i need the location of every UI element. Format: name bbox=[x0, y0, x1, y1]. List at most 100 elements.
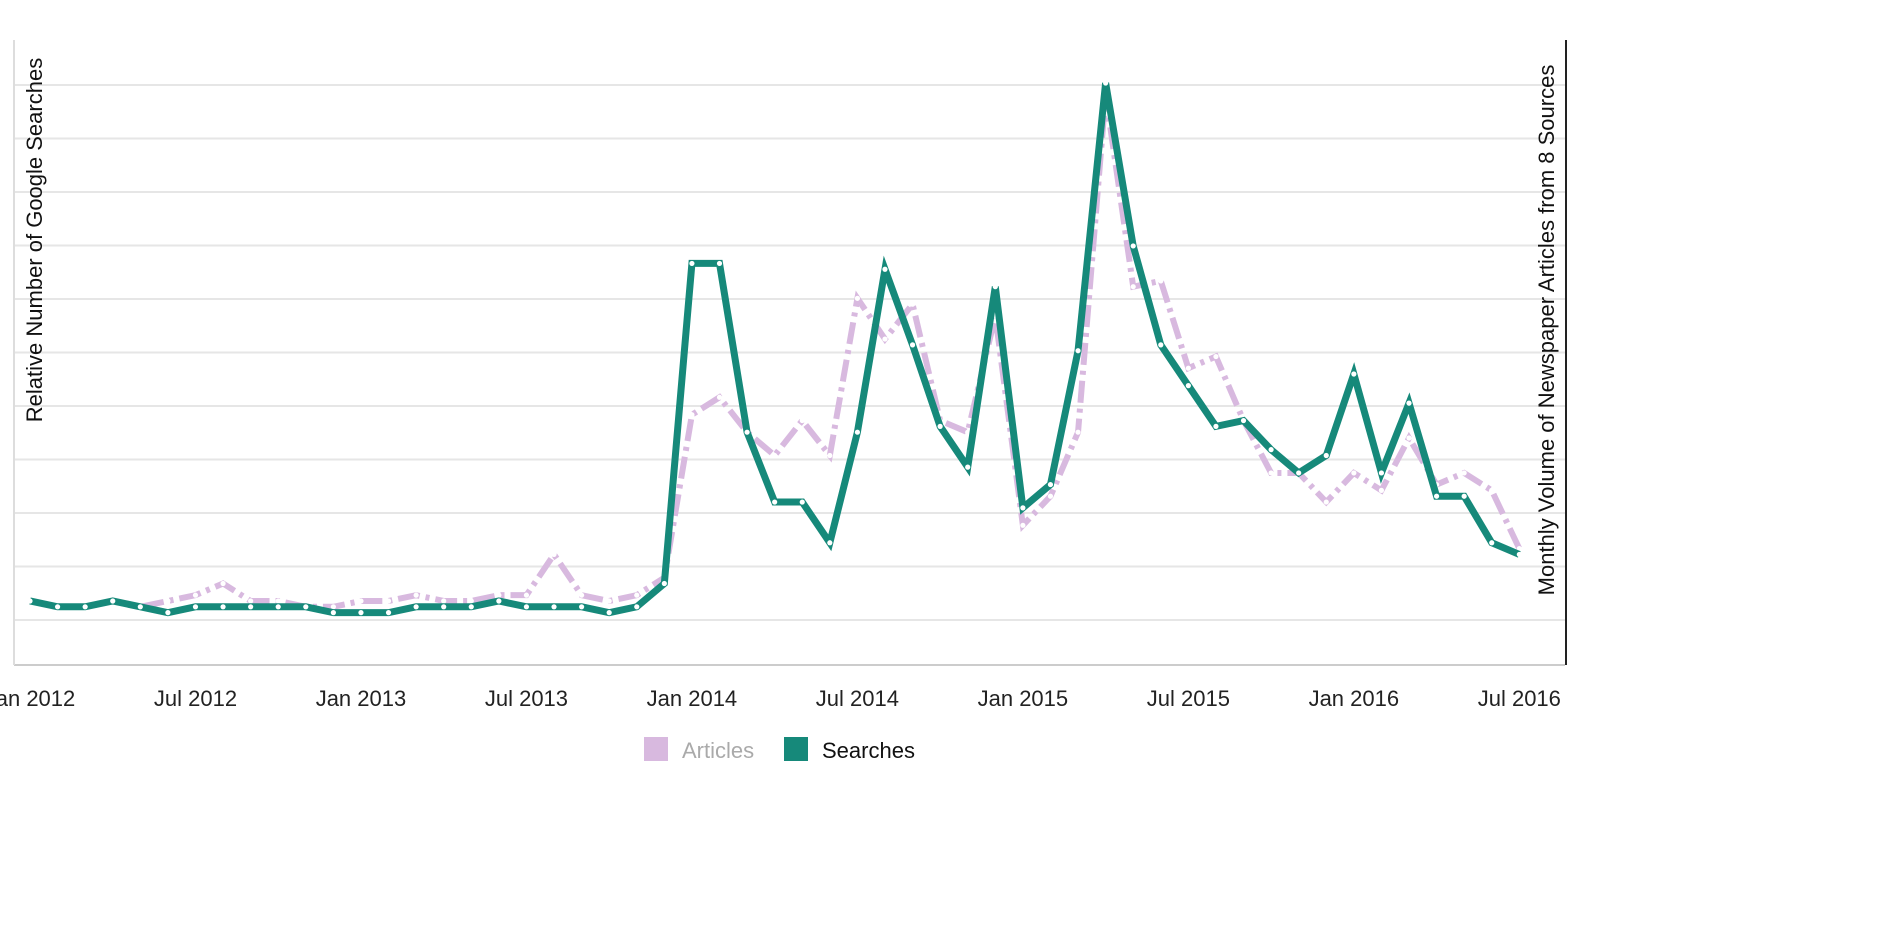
data-point[interactable] bbox=[909, 342, 916, 348]
data-point[interactable] bbox=[1130, 284, 1136, 290]
data-point[interactable] bbox=[220, 580, 226, 587]
data-point[interactable] bbox=[965, 464, 971, 470]
data-point[interactable] bbox=[799, 417, 805, 424]
data-point[interactable] bbox=[192, 604, 199, 610]
data-point[interactable] bbox=[1158, 342, 1164, 348]
data-point[interactable] bbox=[303, 604, 309, 610]
data-point[interactable] bbox=[965, 429, 971, 435]
data-point[interactable] bbox=[579, 592, 585, 598]
data-point[interactable] bbox=[1213, 353, 1219, 360]
data-point[interactable] bbox=[1296, 470, 1302, 476]
data-point[interactable] bbox=[1213, 423, 1219, 429]
legend-item-searches[interactable]: Searches bbox=[784, 737, 915, 763]
data-point[interactable] bbox=[358, 610, 364, 616]
data-point[interactable] bbox=[165, 610, 171, 616]
data-point[interactable] bbox=[248, 598, 254, 604]
data-point[interactable] bbox=[606, 610, 612, 616]
data-point[interactable] bbox=[827, 540, 833, 546]
data-point[interactable] bbox=[496, 598, 502, 604]
data-point[interactable] bbox=[523, 604, 530, 610]
data-point[interactable] bbox=[579, 604, 585, 610]
data-point[interactable] bbox=[1489, 487, 1495, 493]
data-point[interactable] bbox=[1323, 452, 1329, 459]
data-point[interactable] bbox=[496, 592, 502, 598]
data-point[interactable] bbox=[413, 592, 419, 598]
data-point[interactable] bbox=[634, 592, 640, 598]
data-point[interactable] bbox=[716, 260, 723, 267]
data-point[interactable] bbox=[1103, 80, 1109, 86]
data-point[interactable] bbox=[606, 598, 612, 604]
data-point[interactable] bbox=[1268, 447, 1274, 453]
data-point[interactable] bbox=[523, 592, 530, 598]
data-point[interactable] bbox=[413, 604, 419, 610]
data-point[interactable] bbox=[689, 260, 695, 267]
data-point[interactable] bbox=[1075, 348, 1081, 354]
data-point[interactable] bbox=[854, 295, 861, 301]
data-point[interactable] bbox=[1516, 551, 1522, 558]
data-point[interactable] bbox=[827, 452, 833, 459]
data-point[interactable] bbox=[82, 604, 88, 610]
data-point[interactable] bbox=[27, 598, 33, 604]
data-point[interactable] bbox=[358, 598, 364, 604]
data-point[interactable] bbox=[634, 604, 640, 610]
data-point[interactable] bbox=[275, 598, 281, 604]
data-point[interactable] bbox=[1378, 470, 1385, 476]
data-point[interactable] bbox=[1516, 546, 1522, 552]
data-point[interactable] bbox=[275, 604, 281, 610]
data-point[interactable] bbox=[882, 266, 888, 272]
data-point[interactable] bbox=[1130, 243, 1136, 249]
data-point[interactable] bbox=[468, 598, 474, 604]
data-point[interactable] bbox=[330, 610, 336, 616]
data-point[interactable] bbox=[1406, 400, 1412, 406]
data-point[interactable] bbox=[1489, 540, 1495, 546]
data-point[interactable] bbox=[716, 394, 723, 400]
data-point[interactable] bbox=[551, 551, 557, 558]
data-point[interactable] bbox=[248, 604, 254, 610]
data-point[interactable] bbox=[330, 604, 336, 610]
data-point[interactable] bbox=[1158, 278, 1164, 284]
data-point[interactable] bbox=[1433, 493, 1440, 499]
data-point[interactable] bbox=[1461, 493, 1467, 499]
data-point[interactable] bbox=[1268, 470, 1274, 476]
data-point[interactable] bbox=[137, 604, 143, 610]
data-point[interactable] bbox=[1185, 365, 1191, 371]
legend-item-articles[interactable]: Articles bbox=[644, 737, 754, 763]
data-point[interactable] bbox=[1406, 435, 1412, 441]
data-point[interactable] bbox=[1020, 522, 1026, 528]
data-point[interactable] bbox=[854, 429, 861, 435]
data-point[interactable] bbox=[441, 604, 447, 610]
data-point[interactable] bbox=[1351, 371, 1357, 377]
data-point[interactable] bbox=[1185, 383, 1191, 389]
data-point[interactable] bbox=[165, 598, 171, 604]
data-point[interactable] bbox=[909, 301, 916, 307]
data-point[interactable] bbox=[468, 604, 474, 610]
data-point[interactable] bbox=[385, 598, 392, 604]
data-point[interactable] bbox=[1240, 417, 1247, 424]
data-point[interactable] bbox=[661, 580, 667, 587]
data-point[interactable] bbox=[744, 429, 750, 435]
data-point[interactable] bbox=[385, 610, 392, 616]
data-point[interactable] bbox=[54, 604, 61, 610]
data-point[interactable] bbox=[1047, 493, 1054, 499]
data-point[interactable] bbox=[689, 412, 695, 418]
data-point[interactable] bbox=[937, 423, 943, 429]
data-point[interactable] bbox=[799, 499, 805, 505]
data-point[interactable] bbox=[1351, 470, 1357, 476]
series-line bbox=[29, 82, 1521, 617]
data-point[interactable] bbox=[1075, 429, 1081, 435]
data-point[interactable] bbox=[772, 452, 778, 459]
data-point[interactable] bbox=[1461, 470, 1467, 476]
data-point[interactable] bbox=[441, 598, 447, 604]
data-point[interactable] bbox=[110, 598, 116, 604]
data-point[interactable] bbox=[551, 604, 557, 610]
data-point[interactable] bbox=[1378, 487, 1385, 493]
data-point[interactable] bbox=[1020, 505, 1026, 511]
data-point[interactable] bbox=[1323, 499, 1329, 505]
data-point[interactable] bbox=[992, 284, 998, 290]
x-tick-label: Jan 2012 bbox=[0, 686, 75, 711]
data-point[interactable] bbox=[220, 604, 226, 610]
data-point[interactable] bbox=[772, 499, 778, 505]
data-point[interactable] bbox=[192, 592, 199, 598]
data-point[interactable] bbox=[1047, 481, 1054, 488]
data-point[interactable] bbox=[882, 336, 888, 342]
